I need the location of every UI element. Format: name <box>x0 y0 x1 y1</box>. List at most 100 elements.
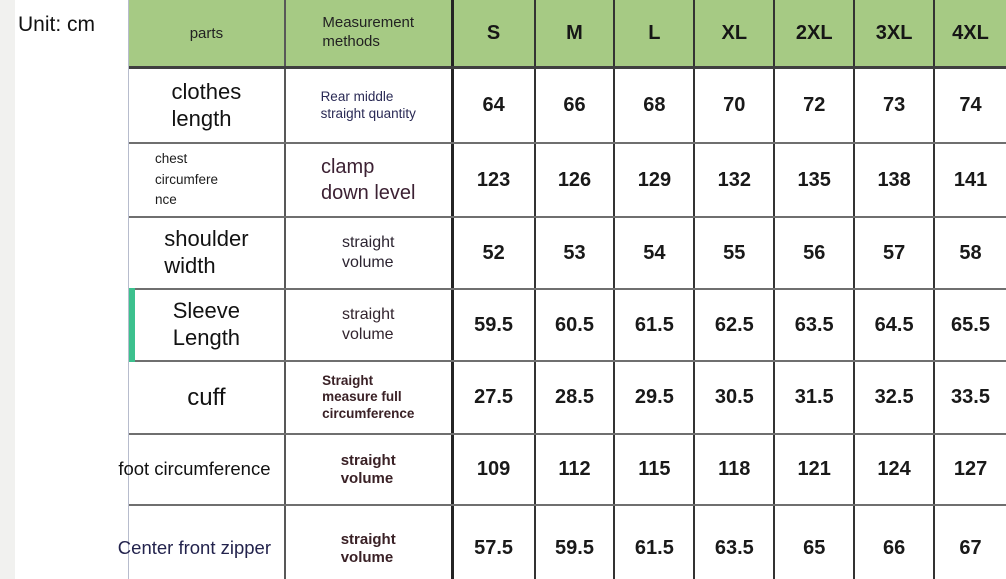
method-label: straight volume <box>341 306 395 343</box>
value-cell: 66 <box>536 69 616 142</box>
part-cell: Sleeve Length <box>129 290 286 360</box>
size-chart-table: parts Measurement methods S M L XL 2XL 3… <box>118 0 1006 579</box>
value-cell: 54 <box>615 218 696 288</box>
header-size-xl: XL <box>695 0 776 66</box>
method-label: straight volume <box>341 234 395 271</box>
value-cell: 63.5 <box>695 506 776 579</box>
row-sleeve-length: Sleeve Length straight volume 59.5 60.5 … <box>129 288 1006 362</box>
value-cell: 59.5 <box>536 506 616 579</box>
part-label: clothes length <box>171 78 242 131</box>
part-cell: chest circumfere nce <box>129 144 286 216</box>
header-size-l: L <box>615 0 696 66</box>
method-cell: straight volume <box>286 290 454 360</box>
row-foot-circumference: foot circumference straight volume 109 1… <box>118 435 1006 506</box>
value-cell: 27.5 <box>454 362 536 433</box>
value-cell: 57 <box>855 218 936 288</box>
unit-label: Unit: cm <box>18 13 96 36</box>
value-cell: 127 <box>953 458 988 480</box>
value-cell: 65.5 <box>951 313 990 336</box>
size-label: XL <box>721 21 748 44</box>
row-clothes-length: clothes length Rear middle straight quan… <box>129 69 1006 144</box>
row-chest-circumference: chest circumfere nce clamp down level 12… <box>129 144 1006 218</box>
value-cell: 74 <box>959 94 982 116</box>
part-cell: cuff <box>129 362 286 433</box>
part-cell: foot circumference <box>118 435 286 504</box>
value-cell: 67 <box>959 537 982 559</box>
part-cell: shoulder width <box>129 218 286 288</box>
value-cell: 124 <box>855 435 936 504</box>
header-size-2xl: 2XL <box>775 0 856 66</box>
value-cell: 62.5 <box>695 290 776 360</box>
value-cell: 123 <box>454 144 536 216</box>
value-cell: 61.5 <box>615 290 696 360</box>
value-cell: 68 <box>615 69 696 142</box>
value-cell: 33.5 <box>951 386 990 408</box>
value-cell: 61.5 <box>615 506 696 579</box>
value-cell: 121 <box>775 435 856 504</box>
header-parts-label: parts <box>189 24 224 42</box>
size-label: 2XL <box>795 21 833 44</box>
value-cell: 129 <box>615 144 696 216</box>
header-measurement-methods: Measurement methods <box>286 0 454 66</box>
value-cell: 31.5 <box>775 362 856 433</box>
method-cell: straight volume <box>286 218 454 288</box>
value-cell: 30.5 <box>695 362 776 433</box>
value-cell: 118 <box>695 435 776 504</box>
method-label: Rear middle straight quantity <box>320 88 416 121</box>
value-cell: 66 <box>855 506 936 579</box>
active-row-indicator <box>129 288 135 362</box>
header-size-s: S <box>454 0 536 66</box>
value-cell: 64.5 <box>855 290 936 360</box>
value-cell: 63.5 <box>775 290 856 360</box>
size-label: 4XL <box>952 21 989 44</box>
size-label: 3XL <box>875 21 913 44</box>
value-cell: 58 <box>959 241 982 264</box>
method-cell: clamp down level <box>286 144 454 216</box>
value-cell: 29.5 <box>615 362 696 433</box>
value-cell: 112 <box>536 435 616 504</box>
part-cell: Center front zipper <box>118 506 286 579</box>
method-cell: Rear middle straight quantity <box>286 69 454 142</box>
part-label: cuff <box>187 383 226 411</box>
method-label: clamp down level <box>320 156 416 204</box>
value-cell: 65 <box>775 506 856 579</box>
value-cell: 55 <box>695 218 776 288</box>
value-cell: 138 <box>855 144 936 216</box>
row-cuff: cuff Straight measure full circumference… <box>129 362 1006 435</box>
header-parts: parts <box>129 0 286 66</box>
value-cell: 109 <box>454 435 536 504</box>
part-label: shoulder width <box>164 226 249 278</box>
part-label: Center front zipper <box>117 537 272 559</box>
left-gutter <box>0 0 15 579</box>
value-cell: 126 <box>536 144 616 216</box>
method-label: Straight measure full circumference <box>322 373 415 421</box>
value-cell: 52 <box>454 218 536 288</box>
header-size-4xl: 4XL <box>935 0 1006 66</box>
method-cell: straight volume <box>286 506 454 579</box>
method-cell: Straight measure full circumference <box>286 362 454 433</box>
part-cell: clothes length <box>129 69 286 142</box>
header-methods-label: Measurement methods <box>322 14 415 50</box>
header-size-3xl: 3XL <box>855 0 936 66</box>
part-label: Sleeve Length <box>172 298 241 350</box>
size-label: M <box>566 21 583 44</box>
value-cell: 64 <box>454 69 536 142</box>
value-cell: 28.5 <box>536 362 616 433</box>
value-cell: 115 <box>615 435 696 504</box>
value-cell: 73 <box>855 69 936 142</box>
value-cell: 72 <box>775 69 856 142</box>
value-cell: 56 <box>775 218 856 288</box>
header-size-m: M <box>536 0 616 66</box>
value-cell: 59.5 <box>454 290 536 360</box>
header-row: parts Measurement methods S M L XL 2XL 3… <box>129 0 1006 69</box>
method-cell: straight volume <box>286 435 454 504</box>
value-cell: 132 <box>695 144 776 216</box>
method-label: straight volume <box>340 452 396 487</box>
size-label: S <box>486 21 501 44</box>
size-label: L <box>648 21 661 44</box>
method-label: straight volume <box>340 531 396 566</box>
row-center-front-zipper: Center front zipper straight volume 57.5… <box>118 506 1006 579</box>
value-cell: 57.5 <box>454 506 536 579</box>
part-label: chest circumfere nce <box>155 150 219 208</box>
